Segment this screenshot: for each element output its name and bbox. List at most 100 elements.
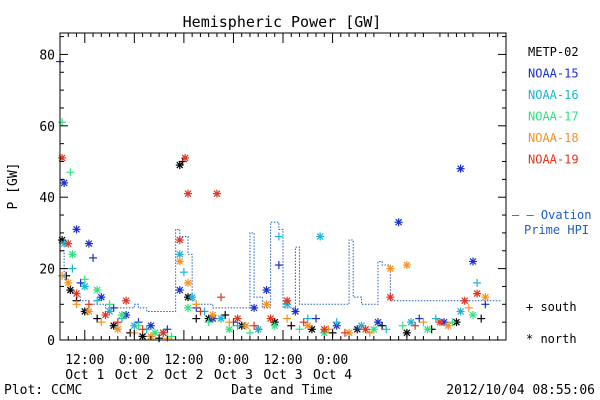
legend-entry: NOAA-18 bbox=[528, 131, 579, 145]
y-tick-label: 60 bbox=[39, 120, 55, 135]
south-point bbox=[68, 264, 77, 273]
south-point bbox=[113, 318, 122, 327]
south-point bbox=[431, 314, 440, 323]
x-tick-label-time: 0:00 bbox=[119, 353, 150, 368]
north-point bbox=[361, 325, 370, 334]
x-tick-label-time: 12:00 bbox=[65, 353, 104, 368]
north-point bbox=[473, 289, 482, 298]
x-tick-label-day: Oct 4 bbox=[313, 368, 352, 383]
north-point bbox=[146, 321, 155, 330]
south-point bbox=[477, 314, 486, 323]
north-point bbox=[72, 225, 81, 234]
north-point bbox=[84, 239, 93, 248]
north-point bbox=[80, 282, 89, 291]
chart-title: Hemispheric Power [GW] bbox=[183, 13, 382, 31]
south-point bbox=[163, 325, 172, 334]
south-point bbox=[192, 314, 201, 323]
x-tick-label-day: Oct 2 bbox=[115, 368, 154, 383]
south-point bbox=[80, 275, 89, 284]
x-tick-label-day: Oct 1 bbox=[65, 368, 104, 383]
south-point bbox=[378, 321, 387, 330]
legend-entry: NOAA-19 bbox=[528, 153, 579, 167]
north-point bbox=[386, 293, 395, 302]
south-point bbox=[411, 321, 420, 330]
south-point bbox=[295, 325, 304, 334]
north-point bbox=[369, 325, 378, 334]
south-point bbox=[93, 296, 102, 305]
north-point bbox=[386, 264, 395, 273]
north-point bbox=[307, 325, 316, 334]
south-point bbox=[84, 300, 93, 309]
north-point bbox=[481, 293, 490, 302]
north-point bbox=[184, 278, 193, 287]
north-point bbox=[262, 300, 271, 309]
north-point bbox=[225, 325, 234, 334]
legend-ovation-line2: Prime HPI bbox=[524, 223, 589, 237]
south-point bbox=[105, 300, 114, 309]
north-point bbox=[64, 278, 73, 287]
south-point bbox=[312, 314, 321, 323]
north-point bbox=[175, 236, 184, 245]
south-point bbox=[464, 303, 473, 312]
north-point bbox=[93, 286, 102, 295]
north-point bbox=[345, 328, 354, 337]
north-point bbox=[66, 286, 75, 295]
south-point bbox=[419, 318, 428, 327]
north-point bbox=[254, 325, 263, 334]
y-axis: 0 20 40 60 80 bbox=[39, 36, 506, 349]
south-point bbox=[274, 232, 283, 241]
north-point bbox=[266, 314, 275, 323]
north-point bbox=[175, 286, 184, 295]
south-point bbox=[109, 303, 118, 312]
north-point bbox=[72, 289, 81, 298]
south-point bbox=[353, 325, 362, 334]
south-point bbox=[233, 321, 242, 330]
south-point bbox=[340, 328, 349, 337]
north-point bbox=[84, 307, 93, 316]
north-point bbox=[435, 318, 444, 327]
south-point bbox=[250, 321, 259, 330]
north-point bbox=[468, 257, 477, 266]
north-point bbox=[241, 321, 250, 330]
south-point bbox=[225, 318, 234, 327]
south-point bbox=[332, 318, 341, 327]
south-point bbox=[287, 321, 296, 330]
south-point bbox=[58, 118, 67, 127]
y-axis-label: P [GW] bbox=[6, 163, 21, 210]
north-point bbox=[175, 257, 184, 266]
ovation-model-line bbox=[60, 221, 502, 312]
south-point bbox=[221, 311, 230, 320]
legend: METP-02 NOAA-15 NOAA-16 NOAA-17 NOAA-18 NOAA-… bbox=[512, 45, 591, 346]
south-point bbox=[398, 321, 407, 330]
north-point bbox=[460, 296, 469, 305]
footer-left: Plot: CCMC bbox=[4, 383, 82, 398]
data-points bbox=[56, 57, 490, 343]
south-point bbox=[134, 321, 143, 330]
south-point bbox=[66, 168, 75, 177]
legend-entry: NOAA-16 bbox=[528, 88, 579, 102]
north-point bbox=[217, 314, 226, 323]
legend-entry: METP-02 bbox=[528, 45, 579, 59]
north-point bbox=[423, 325, 432, 334]
y-tick-label: 20 bbox=[39, 263, 55, 278]
south-point bbox=[93, 314, 102, 323]
south-point bbox=[58, 271, 67, 280]
south-point bbox=[481, 300, 490, 309]
north-point bbox=[303, 321, 312, 330]
north-point bbox=[68, 250, 77, 259]
south-point bbox=[196, 307, 205, 316]
x-axis-label: Date and Time bbox=[231, 383, 333, 398]
footer-right: 2012/10/04 08:55:06 bbox=[446, 383, 595, 398]
north-point bbox=[113, 325, 122, 334]
north-point bbox=[181, 153, 190, 162]
x-tick-label-time: 12:00 bbox=[164, 353, 203, 368]
north-point bbox=[58, 153, 67, 162]
x-tick-label-day: Oct 3 bbox=[214, 368, 253, 383]
y-tick-label: 0 bbox=[47, 334, 55, 349]
north-point bbox=[456, 307, 465, 316]
south-point bbox=[72, 300, 81, 309]
x-tick-label-day: Oct 2 bbox=[164, 368, 203, 383]
legend-north: * north bbox=[526, 332, 577, 346]
